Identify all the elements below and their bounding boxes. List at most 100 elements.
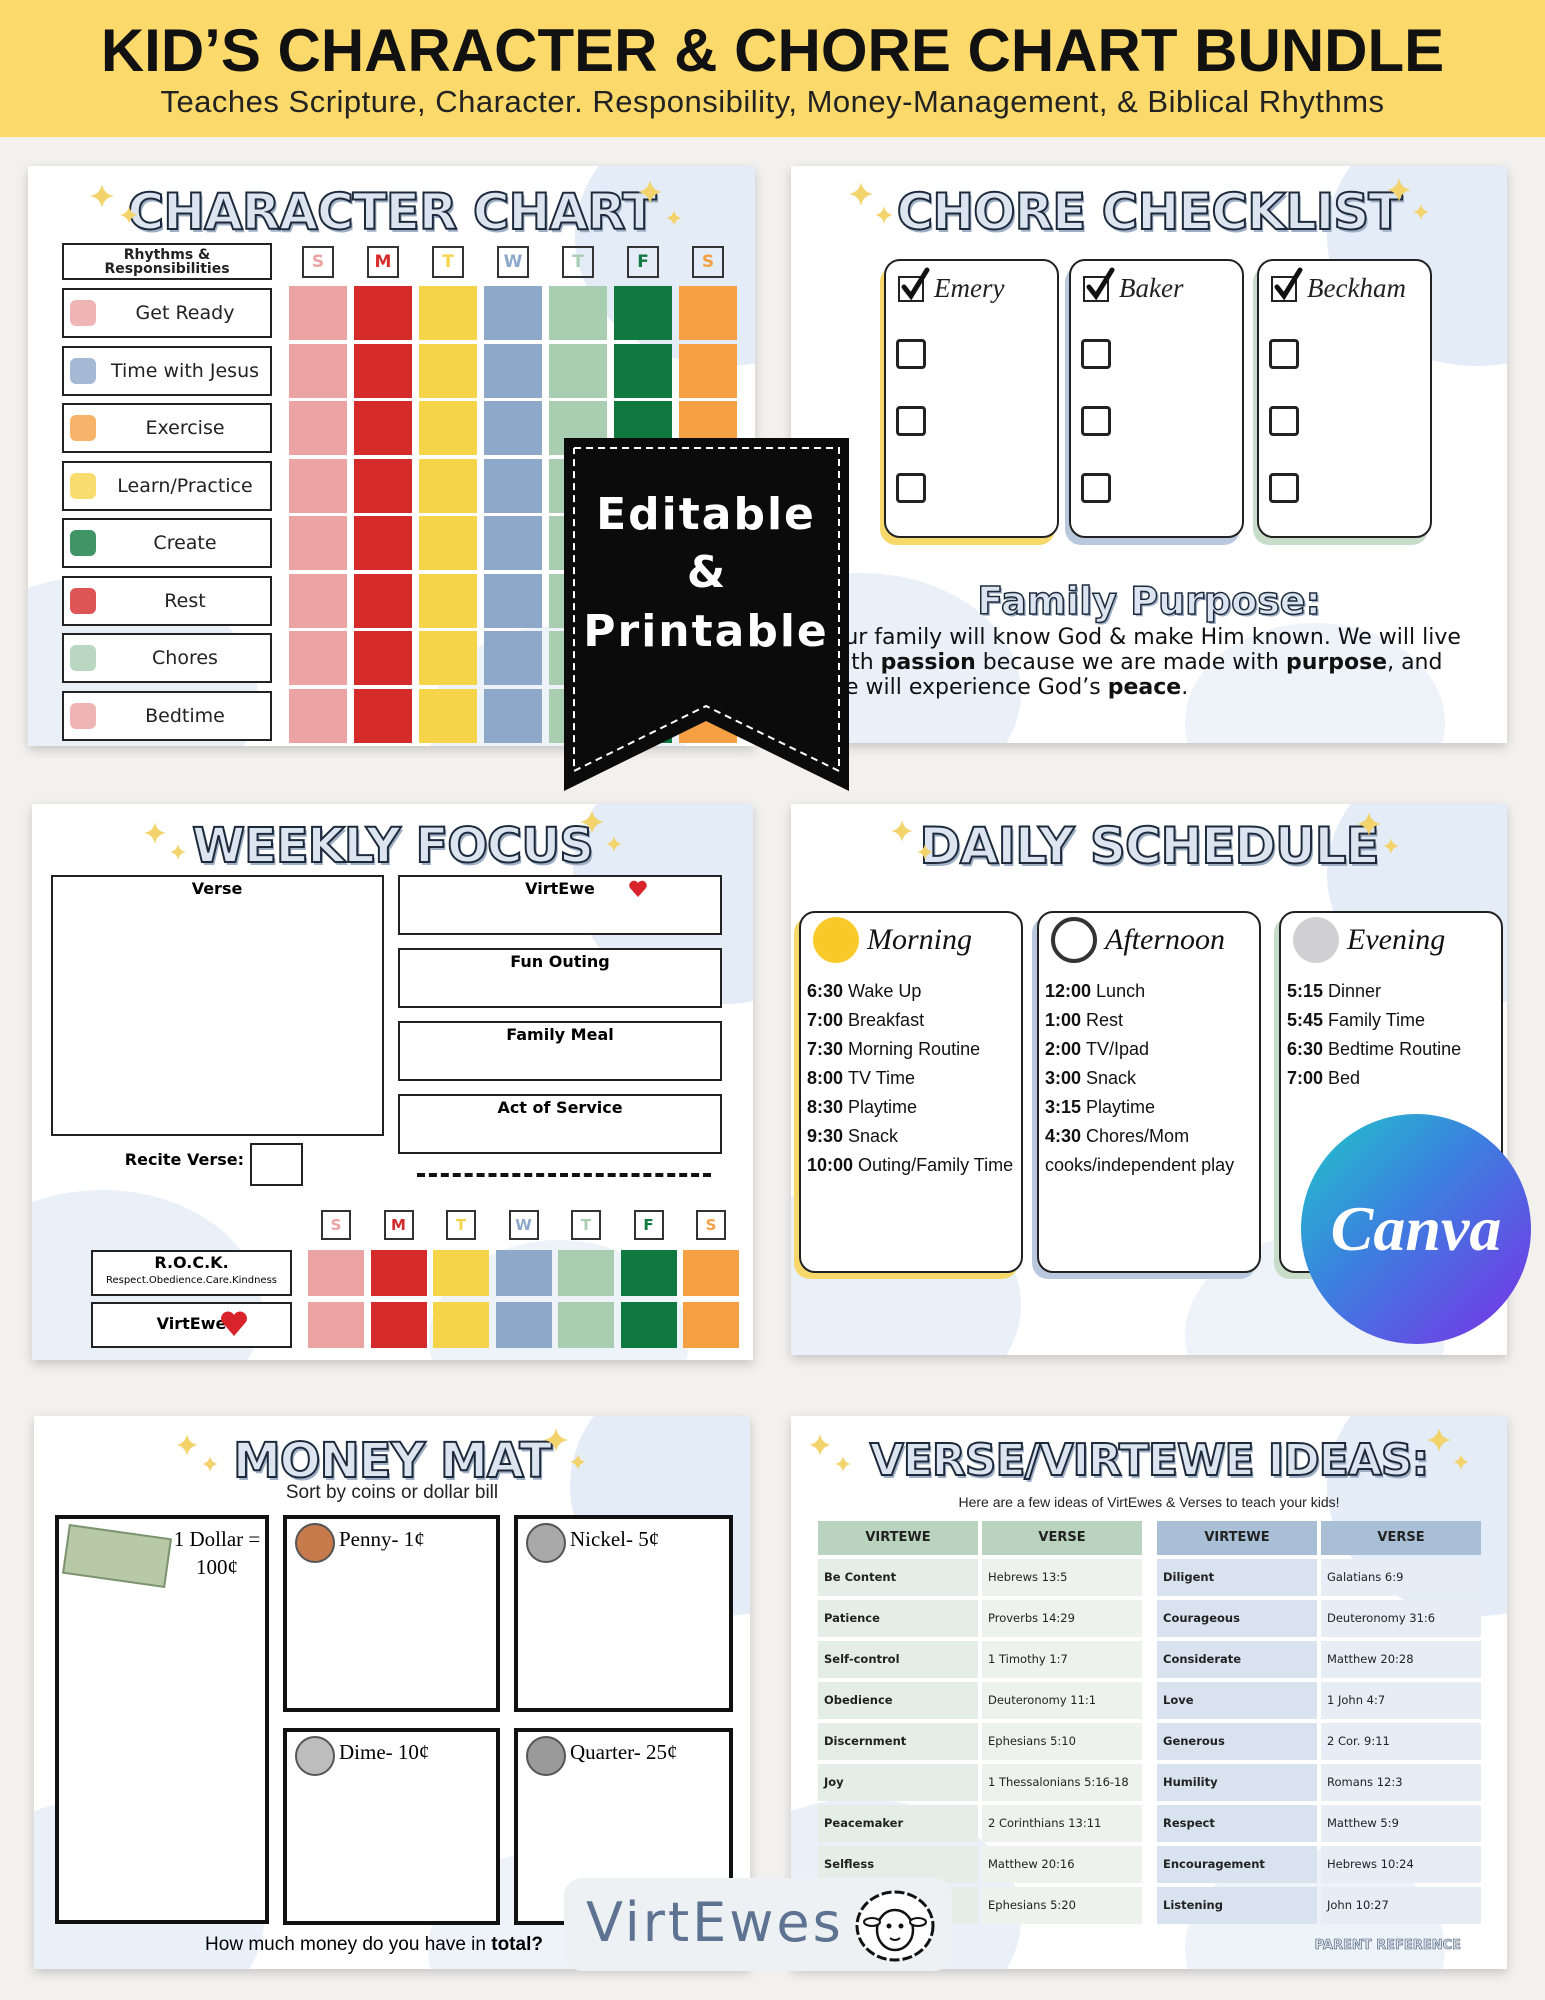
- tracker-cell: [683, 1250, 739, 1296]
- schedule-item: 9:30 Snack: [807, 1122, 1017, 1151]
- chart-cell: [679, 286, 737, 340]
- money-box: Penny- 1¢: [283, 1515, 500, 1712]
- sparkle: [580, 810, 604, 834]
- row-icon: [70, 300, 96, 326]
- checklist-card: Beckham: [1257, 259, 1432, 538]
- schedule-time: 7:00: [807, 1010, 844, 1030]
- row-label: Bedtime: [145, 704, 225, 727]
- chart-cell: [289, 516, 347, 570]
- chart-cell: [419, 573, 477, 628]
- table-cell: 1 Timothy 1:7: [982, 1641, 1142, 1678]
- day-letter: S: [321, 1210, 351, 1240]
- schedule-item: 10:00 Outing/Family Time: [807, 1151, 1017, 1180]
- sparkle: [544, 1428, 568, 1452]
- chart-cell: [419, 631, 477, 685]
- schedule-item: 3:00 Snack: [1045, 1064, 1255, 1093]
- schedule-activity: Morning Routine: [848, 1039, 981, 1059]
- table-cell: Respect: [1157, 1805, 1317, 1842]
- money-box: Nickel- 5¢: [514, 1515, 733, 1712]
- schedule-time: 7:00: [1287, 1068, 1324, 1088]
- checkbox: [1269, 406, 1299, 436]
- checkbox: [1269, 339, 1299, 369]
- schedule-time: 6:30: [1287, 1039, 1324, 1059]
- money-footer-bold: total?: [491, 1934, 543, 1955]
- recite-label: Recite Verse:: [124, 1150, 244, 1169]
- day-letter: T: [571, 1210, 601, 1240]
- day-letter: W: [497, 246, 529, 278]
- row-icon: [70, 645, 96, 671]
- schedule-activity: Snack: [848, 1126, 899, 1146]
- panel-title: MONEY MAT: [232, 1432, 553, 1490]
- chart-cell: [549, 286, 607, 340]
- schedule-time: 3:15: [1045, 1097, 1082, 1117]
- tracker-cell: [433, 1302, 489, 1348]
- coin: [295, 1523, 335, 1563]
- money-label: 1 Dollar = 100¢: [173, 1527, 261, 1579]
- row-label: Learn/Practice: [117, 474, 253, 497]
- sparkle: [809, 1434, 831, 1456]
- schedule-time: 8:30: [807, 1097, 844, 1117]
- coin: [526, 1523, 566, 1563]
- table-cell: Considerate: [1157, 1641, 1317, 1678]
- header-title: KID’S CHARACTER & CHORE CHART BUNDLE: [100, 17, 1445, 84]
- tracker-label-box: R.O.C.K. Respect.Obedience.Care.Kindness: [91, 1250, 292, 1296]
- chart-cell: [484, 631, 542, 685]
- sparkle: [638, 180, 662, 204]
- schedule-item: 3:15 Playtime: [1045, 1093, 1255, 1122]
- sparkle: [1387, 178, 1411, 202]
- tracker-cell: [683, 1302, 739, 1348]
- sparkle: [1357, 812, 1381, 836]
- table-cell: Hebrews 13:5: [982, 1559, 1142, 1596]
- checkbox: [1269, 473, 1299, 503]
- schedule-activity: Outing/Family Time: [858, 1155, 1014, 1175]
- schedule-item: 2:00 TV/Ipad: [1045, 1035, 1255, 1064]
- badge-stitch: [573, 447, 840, 773]
- schedule-item: 6:30 Wake Up: [807, 977, 1017, 1006]
- tracker-cell: [433, 1250, 489, 1296]
- chart-cell: [289, 631, 347, 685]
- focus-label: Fun Outing: [510, 952, 610, 971]
- tracker-sublabel: Respect.Obedience.Care.Kindness: [105, 1275, 278, 1286]
- table-cell: Love: [1157, 1682, 1317, 1719]
- money-box: Dime- 10¢: [283, 1728, 500, 1925]
- money-subtitle: Sort by coins or dollar bill: [285, 1482, 499, 1503]
- sparkle: [875, 206, 893, 224]
- checklist-card: Emery: [884, 259, 1059, 538]
- row-label-box: Chores: [62, 633, 272, 683]
- virtewes-logo: VirtEwes: [564, 1878, 952, 1971]
- daily-schedule-panel: DAILY SCHEDULE Morning 6:30 Wake Up 7:00 Brea…: [791, 804, 1507, 1355]
- header: KID’S CHARACTER & CHORE CHART BUNDLE Teac…: [0, 0, 1545, 137]
- row-label: Get Ready: [135, 302, 235, 324]
- sparkle: [917, 844, 933, 860]
- table-cell: Generous: [1157, 1723, 1317, 1760]
- row-icon: [70, 702, 96, 729]
- table-cell: 1 John 4:7: [1321, 1682, 1481, 1719]
- chart-cell: [549, 343, 607, 398]
- sparkle: [835, 1456, 851, 1472]
- table-header: VIRTEWE: [818, 1521, 978, 1555]
- focus-box: Family Meal: [398, 1021, 722, 1081]
- verse-box: Verse: [51, 875, 384, 1136]
- money-label: Penny- 1¢: [339, 1527, 425, 1551]
- schedule-time: 9:30: [807, 1126, 844, 1146]
- schedule-time: 10:00: [807, 1155, 854, 1175]
- money-footer-text: How much money do you have in: [205, 1934, 492, 1955]
- schedule-item: 7:30 Morning Routine: [807, 1035, 1017, 1064]
- schedule-activity: TV Time: [848, 1068, 916, 1088]
- table-cell: Deuteronomy 31:6: [1321, 1600, 1481, 1637]
- schedule-time: 8:00: [807, 1068, 844, 1088]
- table-cell: Proverbs 14:29: [982, 1600, 1142, 1637]
- tracker-label: VirtEwe: [156, 1314, 227, 1333]
- sparkle: [144, 822, 166, 844]
- schedule-activity: Bed: [1328, 1068, 1361, 1088]
- sparkle: [202, 1456, 218, 1472]
- row-icon: [70, 415, 96, 441]
- canva-text: Canva: [1330, 1193, 1502, 1264]
- purpose-segment: peace: [1107, 675, 1182, 700]
- tracker-cell: [558, 1250, 614, 1296]
- focus-label: Act of Service: [497, 1098, 623, 1117]
- time-icon: [1051, 917, 1097, 963]
- table-cell: Ephesians 5:20: [982, 1887, 1142, 1924]
- money-box: 1 Dollar = 100¢: [55, 1515, 269, 1924]
